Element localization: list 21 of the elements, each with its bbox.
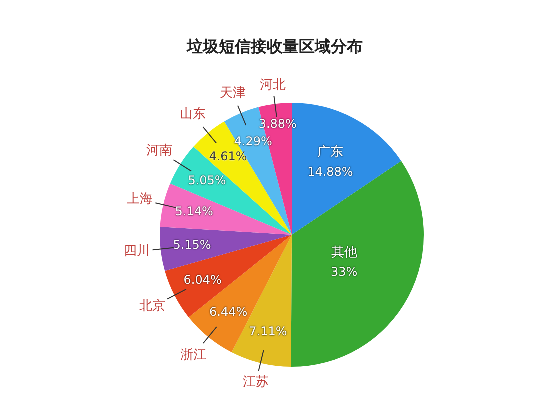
slice-label: 浙江 — [180, 348, 207, 363]
chart-title: 垃圾短信接收量区域分布 — [186, 37, 364, 58]
data-label: 6.44% — [210, 304, 248, 319]
slice-label: 天津 — [220, 86, 246, 101]
slice-label: 河北 — [260, 78, 286, 93]
slice-label: 四川 — [124, 244, 150, 260]
slice-label: 上海 — [126, 192, 153, 207]
data-label: 33% — [331, 265, 358, 280]
slice-label: 江苏 — [243, 374, 270, 390]
data-label: 14.88% — [308, 164, 354, 179]
data-label: 5.14% — [175, 204, 214, 218]
data-label: 7.11% — [249, 324, 288, 339]
slice-label: 广东 — [317, 145, 344, 160]
slice-label: 河南 — [146, 143, 173, 158]
slice-label: 山东 — [180, 107, 206, 122]
data-label: 5.15% — [173, 238, 212, 252]
data-label: 6.04% — [184, 273, 222, 288]
data-label: 4.61% — [209, 150, 248, 164]
slice-label: 北京 — [140, 299, 166, 314]
data-label: 5.05% — [188, 173, 226, 188]
slice-label: 其他 — [331, 245, 358, 260]
